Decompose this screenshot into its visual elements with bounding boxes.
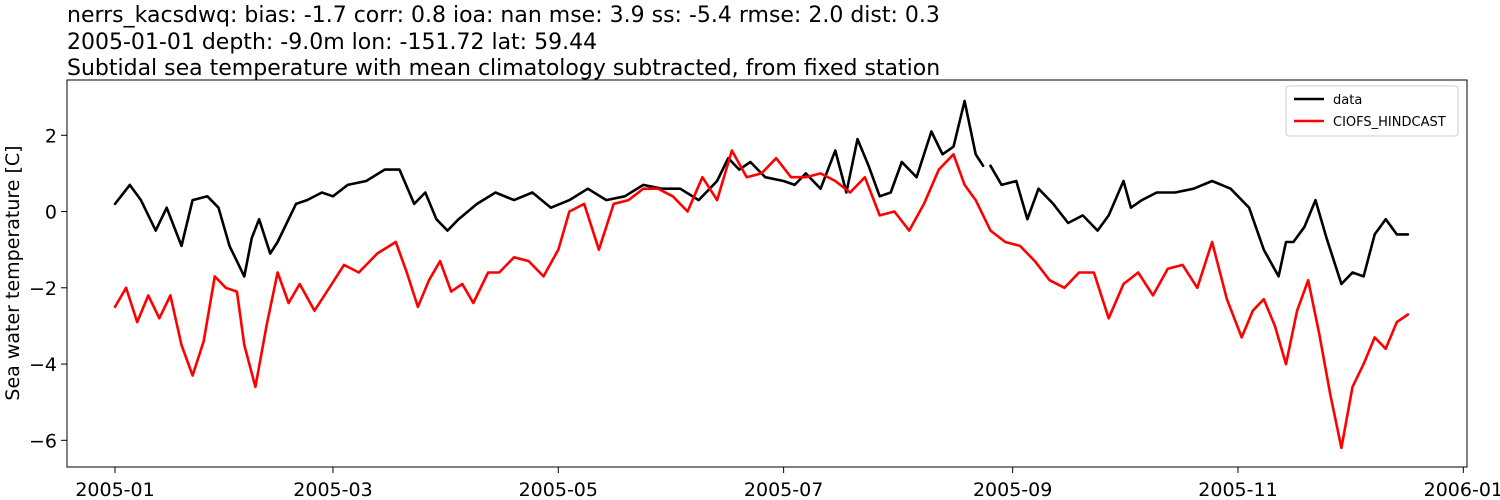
y-axis: −6 −4 −2 0 2: [29, 125, 67, 452]
series-line-ciofs-hindcast: [113, 149, 1410, 450]
x-tick-label: 2005-01: [75, 479, 154, 500]
x-tick-label: 2005-11: [1198, 479, 1277, 500]
y-tick-label: 0: [45, 202, 57, 224]
legend: data CIOFS_HINDCAST: [1285, 85, 1459, 137]
x-tick-label: 2005-07: [744, 479, 823, 500]
y-axis-label: Sea water temperature [C]: [2, 145, 24, 400]
series-layer: [113, 99, 1410, 450]
x-tick-label: 2006-01: [1424, 479, 1500, 500]
series-line-data: [113, 99, 1410, 286]
chart-title-line-3: Subtidal sea temperature with mean clima…: [67, 56, 940, 81]
x-tick-label: 2005-03: [293, 479, 372, 500]
legend-label-ciofs: CIOFS_HINDCAST: [1333, 115, 1446, 130]
legend-label-data: data: [1333, 93, 1362, 108]
y-tick-label: −6: [29, 430, 57, 452]
x-axis: 2005-01 2005-03 2005-05 2005-07 2005-09 2005-…: [75, 467, 1500, 500]
chart-title-line-1: nerrs_kacsdwq: bias: -1.7 corr: 0.8 ioa:…: [67, 3, 940, 28]
legend-box: [1285, 85, 1459, 137]
x-tick-label: 2005-09: [973, 479, 1052, 500]
plot-frame: [66, 79, 1468, 468]
x-tick-label: 2005-05: [519, 479, 598, 500]
chart-title-line-2: 2005-01-01 depth: -9.0m lon: -151.72 lat…: [67, 30, 597, 55]
y-tick-label: −2: [29, 278, 57, 300]
y-tick-label: 2: [45, 125, 57, 147]
y-tick-label: −4: [29, 354, 57, 376]
